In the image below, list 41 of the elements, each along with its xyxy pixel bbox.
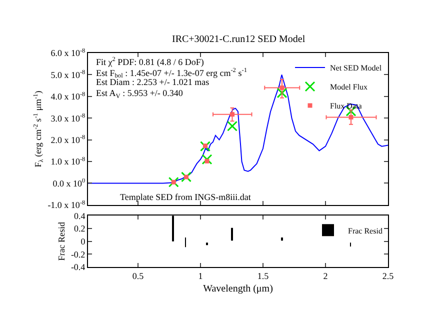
point	[276, 88, 288, 98]
x-tick-label: 2.5	[382, 270, 394, 281]
y-tick-label: 2.0 x 10$^{-8}$	[50, 134, 86, 145]
y-tick-label: 0.4	[74, 210, 86, 221]
x-tick-label: 1.5	[257, 270, 270, 281]
point	[348, 115, 354, 120]
point	[202, 154, 212, 165]
y-tick-label: 0.2	[74, 224, 86, 234]
point	[181, 172, 192, 182]
y-tick-label: -0.2	[70, 249, 86, 260]
x-axis-title: Wavelength (μm)	[203, 283, 273, 294]
y-axis-title: Frac Resid	[56, 221, 66, 261]
bar	[206, 242, 208, 246]
x-tick-label: 1	[198, 270, 203, 281]
point	[280, 85, 284, 90]
y-tick-label: 3.0 x 10$^{-8}$	[50, 112, 86, 124]
y-tick-label: 6.0 x 10$^{-8}$	[50, 47, 86, 58]
annotation: Est F$_{bol}$ : 1.45e-07 +/- 1.3e-07 erg cm$^{-2}$ s$^{-1}$	[96, 67, 247, 80]
chart-title: IRC+30021-C.run12 SED Model	[172, 34, 306, 45]
x-tick-label: 2	[323, 270, 328, 281]
annotation: Est A$_{V}$ : 5.953 +/- 0.340	[96, 88, 184, 100]
point	[200, 141, 210, 152]
bar	[281, 237, 283, 241]
y-tick-label: -0.4	[70, 262, 86, 272]
x-tick-label: 0.5	[132, 270, 144, 281]
y-tick-label: 0	[80, 236, 86, 246]
point	[227, 120, 238, 132]
legend-label: Model Flux	[330, 82, 368, 92]
point	[230, 112, 234, 117]
legend-label: Net SED Model	[330, 64, 382, 73]
y-tick-label: 4.0 x 10$^{-8}$	[50, 90, 86, 102]
y-tick-label: 1.0 x 10$^{-8}$	[50, 156, 86, 167]
annotation: Template SED from INGS-m8iii.dat	[120, 192, 252, 202]
annotation: Fit χ$^{2}$ PDF: 0.81 (4.8 / 6 DoF)	[96, 56, 204, 67]
y-tick-label: 0.0 x 10$^{0}$	[52, 178, 86, 188]
annotation: Est Diam : 2.253 +/- 1.021 mas	[96, 77, 210, 87]
y-tick-label: -1.0 x 10$^{-8}$	[48, 199, 86, 210]
point	[168, 176, 179, 188]
bar	[231, 228, 233, 241]
y-tick-label: 5.0 x 10$^{-8}$	[50, 69, 86, 80]
legend-label: Frac Resid	[348, 226, 382, 236]
